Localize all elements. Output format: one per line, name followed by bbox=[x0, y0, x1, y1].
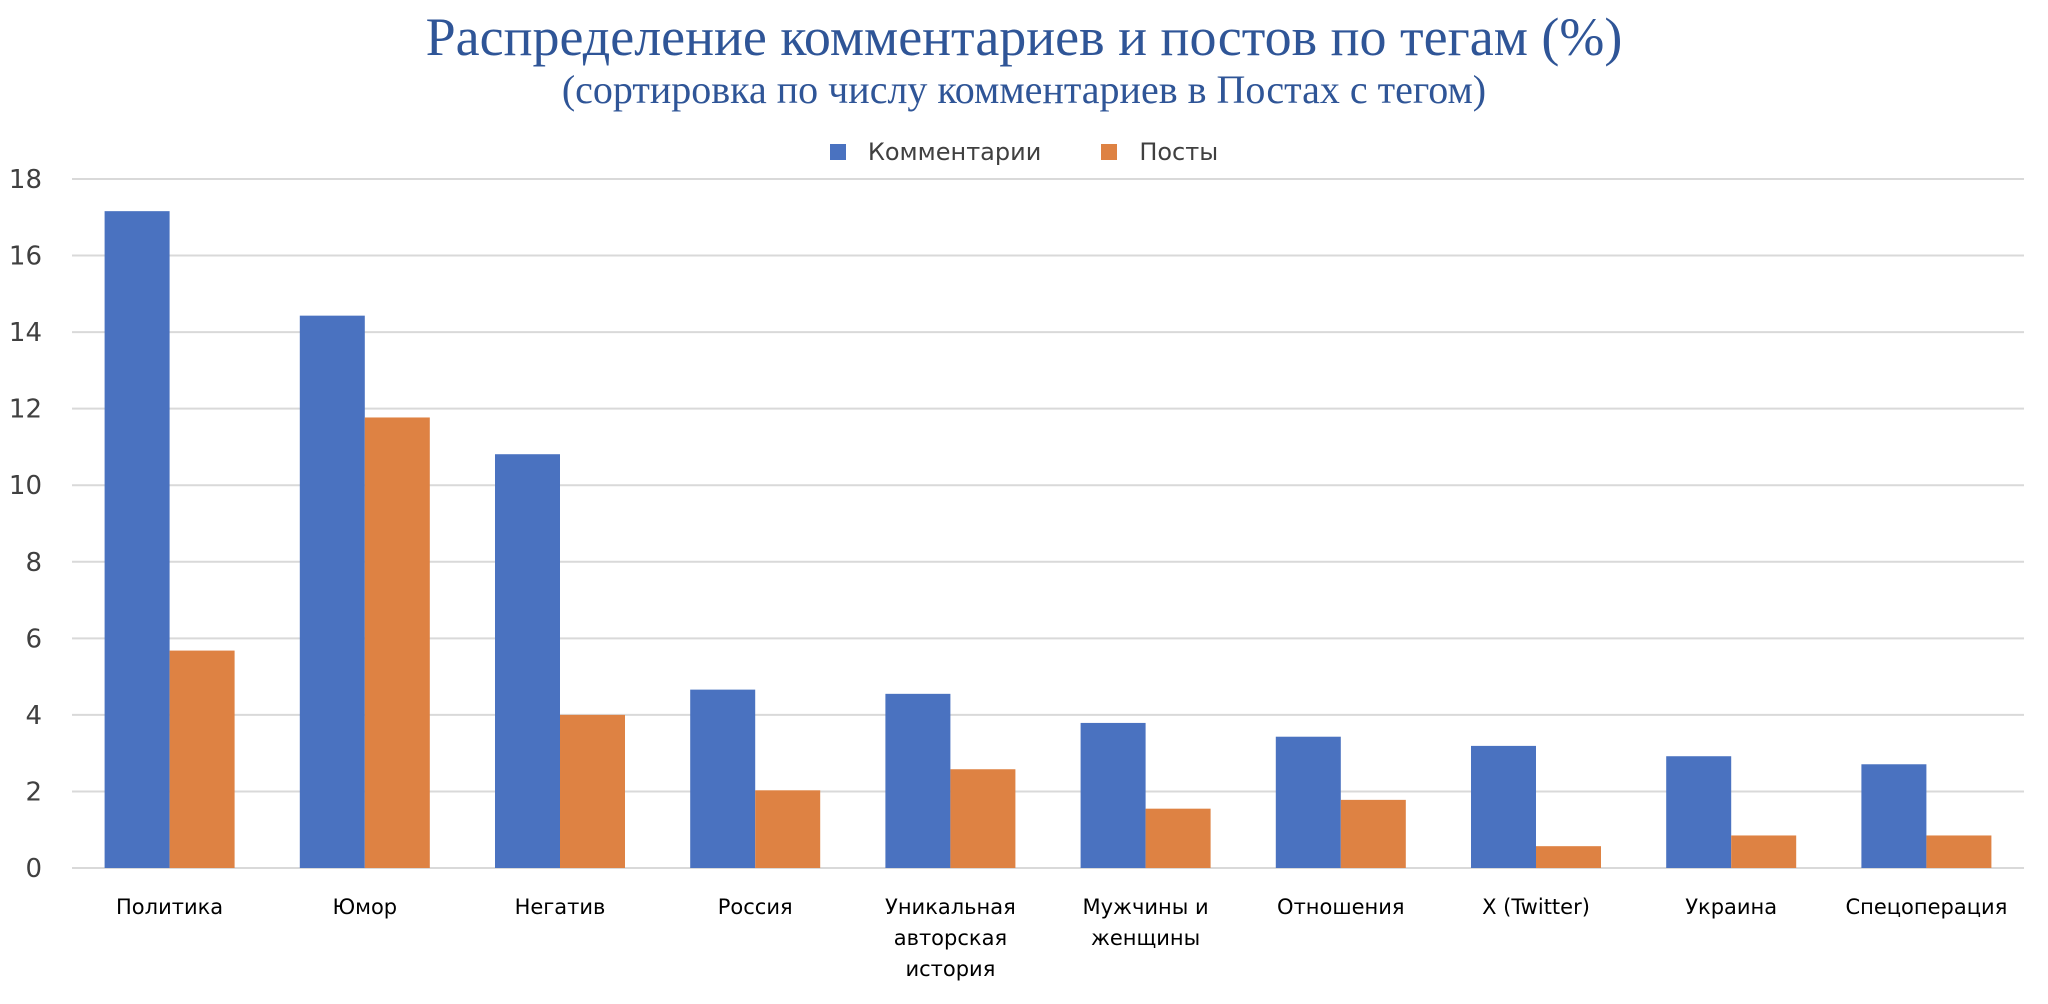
bar-comments bbox=[494, 454, 560, 868]
y-tick-label: 12 bbox=[9, 395, 42, 425]
y-tick-label: 18 bbox=[9, 165, 42, 195]
bar-comments bbox=[1080, 722, 1146, 868]
bar-posts bbox=[755, 790, 821, 868]
y-tick-label: 14 bbox=[9, 318, 42, 348]
bar-posts bbox=[1340, 799, 1406, 868]
y-tick-label: 16 bbox=[9, 242, 42, 272]
x-tick-label: Политика bbox=[116, 895, 223, 919]
y-tick-label: 10 bbox=[9, 471, 42, 501]
bar-posts bbox=[1926, 835, 1992, 868]
bar-posts bbox=[1536, 846, 1602, 868]
bar-posts bbox=[1145, 808, 1211, 868]
chart-title: Распределение комментариев и постов по т… bbox=[425, 7, 1623, 67]
bar-comments bbox=[1470, 745, 1536, 868]
bar-comments bbox=[1275, 736, 1341, 868]
bar-comments bbox=[690, 689, 756, 868]
x-tick-label: Мужчины и женщины bbox=[1083, 895, 1209, 950]
legend-item-comments: Комментарии bbox=[829, 138, 1042, 166]
y-tick-label: 0 bbox=[25, 854, 42, 884]
bar-posts bbox=[950, 769, 1016, 868]
y-tick-label: 6 bbox=[25, 624, 42, 654]
bar-comments bbox=[1861, 764, 1927, 868]
bar-comments bbox=[1666, 756, 1732, 868]
y-tick-label: 8 bbox=[25, 548, 42, 578]
legend-label-posts: Посты bbox=[1139, 138, 1219, 166]
legend: Комментарии Посты bbox=[0, 138, 2048, 166]
x-tick-label: Россия bbox=[718, 895, 793, 919]
x-tick-label: Юмор bbox=[332, 895, 397, 919]
x-tick-label: Украина bbox=[1685, 895, 1777, 919]
x-tick-label: Отношения bbox=[1277, 895, 1405, 919]
y-tick-label: 4 bbox=[25, 701, 42, 731]
x-tick-label: Негатив bbox=[515, 895, 606, 919]
x-tick-label: X (Twitter) bbox=[1482, 895, 1590, 919]
bar-comments bbox=[104, 211, 170, 869]
bar-posts bbox=[169, 650, 235, 868]
legend-item-posts: Посты bbox=[1101, 138, 1218, 166]
legend-swatch-posts bbox=[1101, 144, 1118, 160]
chart-subtitle: (сортировка по числу комментариев в Пост… bbox=[561, 67, 1487, 112]
bar-posts bbox=[560, 714, 626, 868]
bar-comments bbox=[885, 693, 951, 868]
bar-comments bbox=[299, 315, 365, 868]
legend-swatch-comments bbox=[829, 144, 846, 160]
x-tick-label: Уникальная авторская история bbox=[885, 895, 1016, 981]
x-tick-label: Спецоперация bbox=[1845, 895, 2007, 919]
y-tick-label: 2 bbox=[25, 777, 42, 807]
bar-posts bbox=[364, 417, 430, 868]
legend-label-comments: Комментарии bbox=[867, 138, 1042, 166]
bar-posts bbox=[1731, 835, 1797, 868]
